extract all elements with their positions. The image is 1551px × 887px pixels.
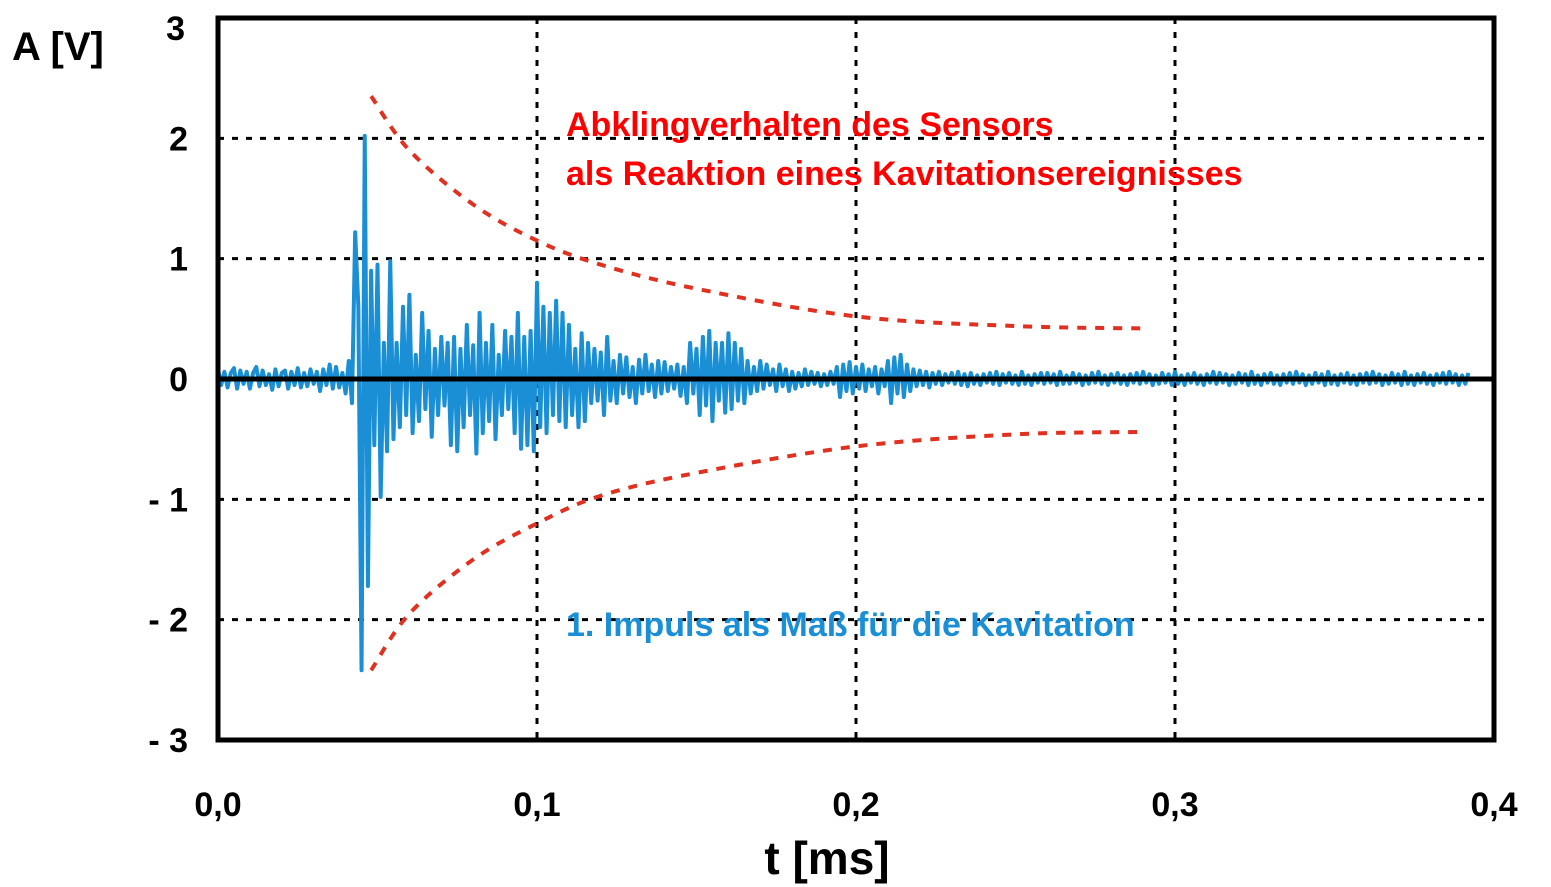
x-tick-labels: 0,0 0,1 0,2 0,3 0,4 — [194, 786, 1517, 824]
upper-envelope-line — [369, 95, 1144, 331]
series-layer — [216, 95, 1494, 673]
y-tick-label: - 2 — [148, 602, 188, 640]
x-tick-label: 0,1 — [513, 786, 560, 824]
decay-annotation-line1: Abklingverhalten des Sensors — [566, 106, 1054, 144]
x-axis-title: t [ms] — [764, 832, 889, 884]
impulse-annotation: 1. Impuls als Maß für die Kavitation — [566, 606, 1135, 644]
y-tick-label: 1 — [169, 241, 188, 279]
signal-series-line — [216, 133, 1471, 673]
x-tick-label: 0,4 — [1470, 786, 1517, 824]
x-tick-label: 0,2 — [832, 786, 879, 824]
y-tick-label: - 1 — [148, 481, 188, 519]
lower-envelope-line — [369, 429, 1144, 672]
y-tick-label: 0 — [169, 361, 188, 399]
plot-frame — [215, 15, 1497, 743]
y-tick-label: 3 — [166, 10, 185, 48]
x-tick-label: 0,0 — [194, 786, 241, 824]
grid — [218, 18, 1494, 740]
y-axis-title: A [V] — [12, 25, 104, 69]
y-tick-labels: 3 2 1 0 - 1 - 2 - 3 — [148, 10, 188, 760]
x-tick-label: 0,3 — [1151, 786, 1198, 824]
y-tick-label: - 3 — [148, 722, 188, 760]
y-tick-label: 2 — [169, 120, 188, 158]
decay-annotation-line2: als Reaktion eines Kavitationsereignisse… — [566, 155, 1243, 193]
